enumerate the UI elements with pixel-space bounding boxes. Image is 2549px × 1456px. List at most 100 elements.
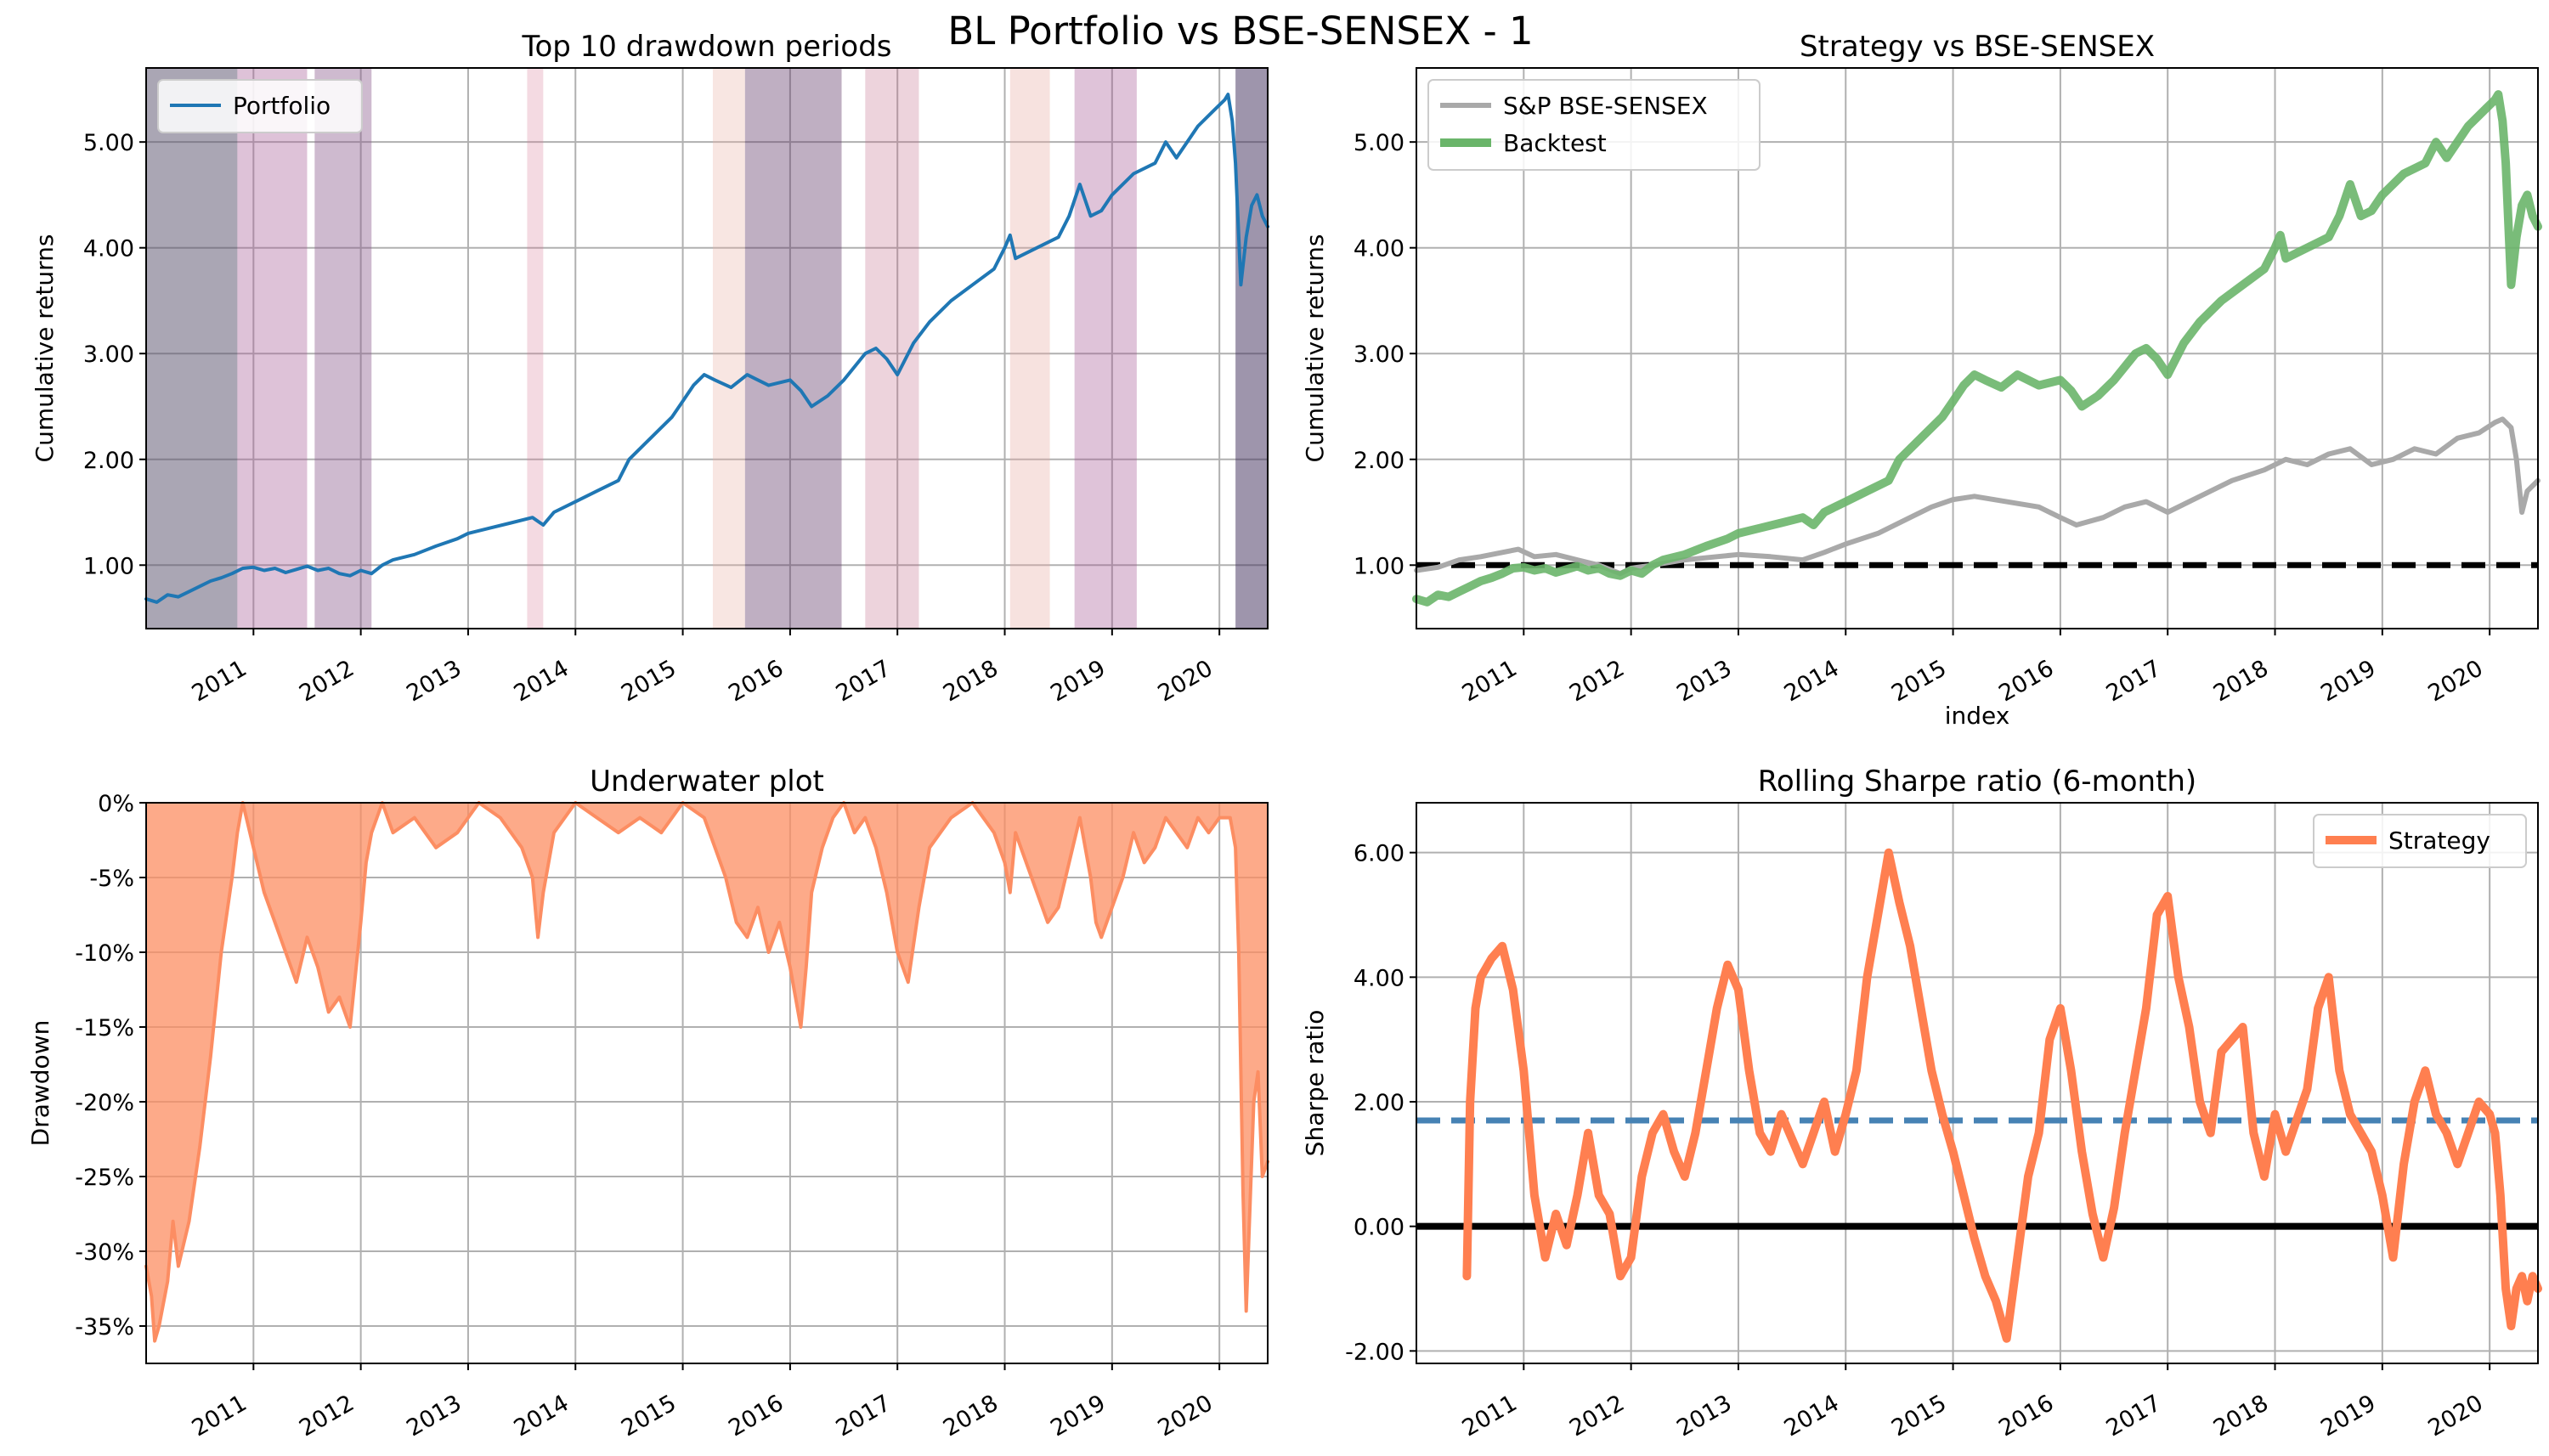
- x-tick-label: 2017: [2102, 655, 2166, 707]
- area-fill: [146, 803, 1268, 1341]
- x-tick-label: 2014: [510, 1390, 574, 1442]
- legend-label: Backtest: [1503, 129, 1607, 157]
- y-axis-label: Drawdown: [26, 1020, 54, 1147]
- x-tick-label: 2012: [1565, 655, 1629, 707]
- x-tick-label: 2014: [1780, 1390, 1844, 1442]
- y-axis-label: Cumulative returns: [31, 234, 59, 463]
- y-tick-label: 0.00: [1354, 1215, 1404, 1241]
- y-tick-label: 3.00: [1354, 341, 1404, 368]
- x-tick-label: 2018: [2209, 655, 2273, 707]
- x-tick-label: 2014: [510, 655, 574, 707]
- y-tick-labels: 1.00 2.00 3.00 4.00 5.00: [1354, 130, 1416, 579]
- y-tick-label: -25%: [75, 1165, 134, 1191]
- drawdown-bands: [146, 68, 1268, 629]
- legend: S&P BSE-SENSEX Backtest: [1427, 79, 1761, 171]
- y-tick-label: 3.00: [83, 341, 134, 368]
- panel-drawdown-periods: 2011 2012 2013 2014 2015 2016 2017 2018 2019 2020…: [31, 30, 1269, 707]
- legend-label: S&P BSE-SENSEX: [1503, 92, 1708, 120]
- x-tick-label: 2014: [1780, 655, 1844, 707]
- legend-label: Strategy: [2388, 827, 2490, 855]
- drawdown-band: [1235, 68, 1268, 629]
- x-tick-label: 2016: [724, 655, 788, 707]
- drawdown-band: [314, 68, 372, 629]
- x-tick-label: 2013: [402, 655, 466, 707]
- y-tick-labels: 1.00 2.00 3.00 4.00 5.00: [83, 130, 146, 579]
- series-layer: [144, 93, 1269, 604]
- series-line: [144, 93, 1269, 604]
- x-tick-labels: 2011 2012 2013 2014 2015 2016 2017 2018 2019 2020: [1458, 1363, 2491, 1442]
- x-tick-label: 2011: [188, 655, 252, 707]
- x-tick-label: 2012: [295, 655, 359, 707]
- series-line: [1412, 90, 2542, 607]
- panel-underwater: 2011 2012 2013 2014 2015 2016 2017 2018 2019 2020…: [26, 765, 1269, 1442]
- plot-frame: [1416, 67, 2539, 629]
- y-axis-label: Sharpe ratio: [1301, 1010, 1329, 1157]
- x-tick-label: 2015: [1887, 1390, 1951, 1442]
- drawdown-band: [712, 68, 745, 629]
- reference-lines: [1416, 1117, 2538, 1230]
- x-tick-label: 2019: [1046, 655, 1110, 707]
- y-tick-label: 0%: [98, 791, 134, 817]
- panel-strategy-vs-benchmark: 2011 2012 2013 2014 2015 2016 2017 2018 2019 2020…: [1301, 30, 2542, 730]
- gridlines: [1416, 803, 2538, 1363]
- drawdown-band: [1009, 68, 1050, 629]
- drawdown-band: [237, 68, 308, 629]
- drawdown-band: [744, 68, 842, 629]
- series-line: [1462, 848, 2542, 1343]
- legend-box: [1427, 79, 1761, 171]
- panel-title: Underwater plot: [590, 765, 824, 799]
- y-tick-label: 1.00: [1354, 553, 1404, 579]
- x-tick-label: 2013: [1672, 655, 1736, 707]
- x-tick-label: 2018: [939, 655, 1003, 707]
- series-layer: [144, 801, 1269, 1343]
- x-tick-label: 2012: [1565, 1390, 1629, 1442]
- y-tick-label: 4.00: [1354, 236, 1404, 262]
- series-layer: [1462, 848, 2542, 1343]
- legend-label: Portfolio: [233, 92, 331, 120]
- x-tick-labels: 2011 2012 2013 2014 2015 2016 2017 2018 2019 2020: [188, 1363, 1221, 1442]
- y-tick-labels: 0% -5% -10% -15% -20% -25% -30% -35%: [75, 791, 146, 1340]
- panel-title: Strategy vs BSE-SENSEX: [1800, 30, 2155, 64]
- x-tick-label: 2015: [617, 1390, 681, 1442]
- x-tick-label: 2013: [1672, 1390, 1736, 1442]
- y-tick-label: 5.00: [83, 130, 134, 156]
- y-tick-label: 2.00: [1354, 448, 1404, 474]
- x-tick-label: 2020: [1154, 1390, 1218, 1442]
- legend: Strategy: [2313, 814, 2527, 868]
- plot-frame: [1416, 802, 2539, 1364]
- x-tick-label: 2018: [939, 1390, 1003, 1442]
- gridlines: [146, 68, 1268, 629]
- panel-title: Top 10 drawdown periods: [521, 30, 891, 64]
- legend-box: [157, 79, 363, 133]
- x-tick-label: 2017: [2102, 1390, 2166, 1442]
- y-tick-label: -35%: [75, 1314, 134, 1340]
- x-tick-label: 2013: [402, 1390, 466, 1442]
- y-tick-label: 4.00: [83, 236, 134, 262]
- x-tick-label: 2019: [1046, 1390, 1110, 1442]
- panel-title: Rolling Sharpe ratio (6-month): [1758, 765, 2196, 799]
- x-tick-labels: 2011 2012 2013 2014 2015 2016 2017 2018 2019 2020: [1458, 629, 2491, 707]
- y-tick-label: -20%: [75, 1090, 134, 1116]
- figure-suptitle: BL Portfolio vs BSE-SENSEX - 1: [947, 8, 1533, 54]
- y-tick-label: 1.00: [83, 553, 134, 579]
- x-tick-labels: 2011 2012 2013 2014 2015 2016 2017 2018 2019 2020: [188, 629, 1221, 707]
- x-tick-label: 2017: [832, 1390, 896, 1442]
- series-layer: [1412, 90, 2542, 607]
- x-tick-label: 2011: [1458, 1390, 1522, 1442]
- plot-frame: [145, 67, 1269, 629]
- y-tick-label: -15%: [75, 1015, 134, 1041]
- drawdown-band: [1074, 68, 1137, 629]
- y-tick-label: 2.00: [83, 448, 134, 474]
- x-tick-label: 2015: [617, 655, 681, 707]
- drawdown-band: [527, 68, 544, 629]
- panel-rolling-sharpe: 2011 2012 2013 2014 2015 2016 2017 2018 2019 2020…: [1301, 765, 2542, 1442]
- legend-box: [2313, 814, 2527, 868]
- plot-frame: [145, 802, 1269, 1364]
- legend: Portfolio: [157, 79, 363, 133]
- x-tick-label: 2017: [832, 655, 896, 707]
- x-tick-label: 2016: [1994, 655, 2058, 707]
- y-tick-label: 2.00: [1354, 1090, 1404, 1116]
- x-tick-label: 2020: [2424, 655, 2488, 707]
- x-tick-label: 2018: [2209, 1390, 2273, 1442]
